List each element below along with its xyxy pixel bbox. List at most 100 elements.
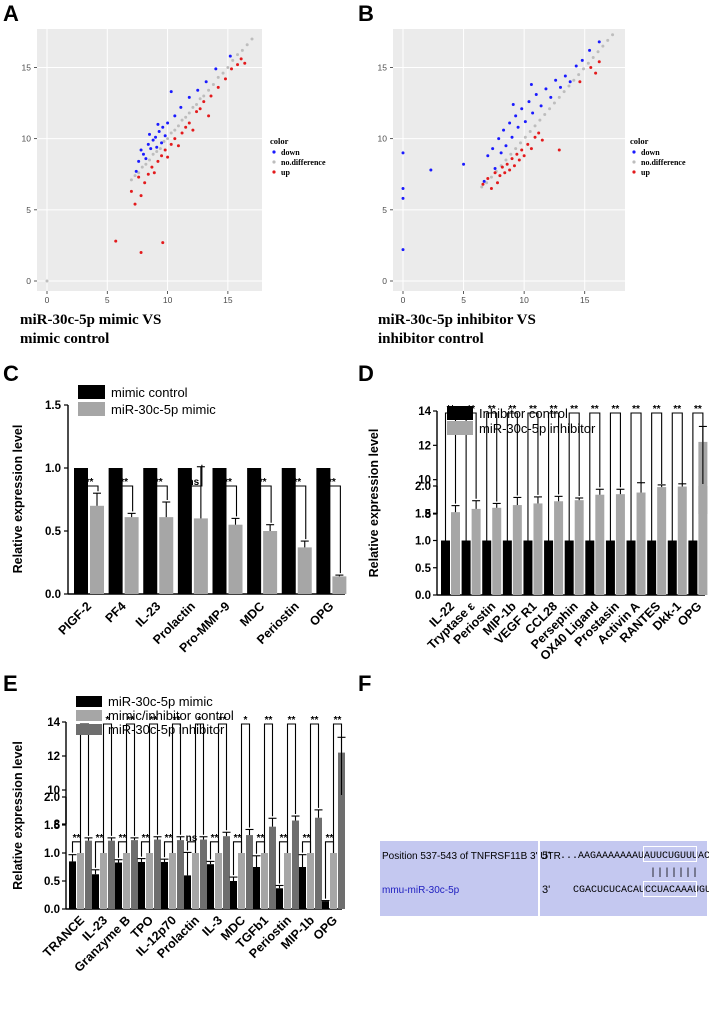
point-up xyxy=(520,148,524,152)
sig-bracket-inhib-E xyxy=(171,723,182,853)
point-no-difference xyxy=(548,107,552,111)
sig-bracket-inhib-E xyxy=(125,723,136,853)
point-down xyxy=(508,121,512,125)
point-no-difference xyxy=(148,158,151,162)
bar-E-s1 xyxy=(77,853,84,909)
bar-E-s1 xyxy=(146,853,153,909)
point-down xyxy=(179,105,183,109)
point-down xyxy=(401,196,405,200)
legend-swatch xyxy=(272,150,276,154)
legend-swatch xyxy=(272,160,276,164)
y-tick-label-D: 2.0 xyxy=(415,481,431,493)
point-no-difference xyxy=(198,97,202,101)
bar-E-s2 xyxy=(223,836,230,909)
point-down xyxy=(148,132,151,136)
bar-E-s0 xyxy=(69,861,76,909)
bar-E-s0 xyxy=(115,862,122,909)
bar-E-s2 xyxy=(131,840,138,909)
sig-label: ** xyxy=(303,833,311,844)
sig-label: ** xyxy=(224,477,232,488)
y-tick-label-D: 8 xyxy=(425,509,432,521)
bar-mimic-control xyxy=(143,468,158,594)
point-down xyxy=(558,85,562,89)
point-down xyxy=(504,144,508,148)
point-no-difference xyxy=(509,152,513,156)
legend-label: no.difference xyxy=(641,158,686,167)
legend-swatch-e3 xyxy=(76,724,102,735)
point-no-difference xyxy=(519,141,523,145)
point-no-difference xyxy=(162,139,166,143)
point-no-difference xyxy=(166,137,170,141)
point-up xyxy=(533,135,537,139)
point-up xyxy=(169,142,173,146)
bar-E-s0 xyxy=(161,861,168,909)
y-tick-label-D: 10 xyxy=(418,475,431,487)
sig-label: * xyxy=(106,715,110,726)
sig-label: ** xyxy=(155,477,163,488)
bar-D-s0 xyxy=(605,540,615,595)
bar-D-s0 xyxy=(441,540,450,595)
point-no-difference xyxy=(191,105,195,109)
point-up xyxy=(143,181,147,185)
bar-E-s0 xyxy=(276,888,283,909)
bar-E-s1 xyxy=(284,853,291,909)
seed-box-top xyxy=(643,846,697,862)
sig-label: ** xyxy=(632,404,640,415)
legend-label: down xyxy=(641,148,660,157)
point-up xyxy=(139,194,143,198)
y-axis-title: Relative expression level xyxy=(11,741,25,890)
y-tick-label-D: 0.0 xyxy=(415,590,431,602)
point-no-difference xyxy=(231,58,235,62)
x-category-label: MDC xyxy=(237,599,267,629)
bar-D-s0 xyxy=(482,540,492,595)
point-no-difference xyxy=(538,118,542,122)
bar-D-s1 xyxy=(554,501,564,595)
point-no-difference xyxy=(133,174,137,178)
y-tick-label-E: 14 xyxy=(47,717,60,729)
point-no-difference xyxy=(226,65,230,69)
point-no-difference xyxy=(250,37,254,41)
bar-D-s0 xyxy=(667,540,677,595)
sig-bracket-D xyxy=(506,412,518,541)
point-up xyxy=(209,94,213,98)
point-down xyxy=(499,151,503,155)
point-up xyxy=(500,165,504,169)
point-up xyxy=(557,148,561,152)
caption-b-line2: inhibitor control xyxy=(378,331,484,347)
legend-swatch xyxy=(632,170,636,174)
x-category-label: PIGF-2 xyxy=(56,599,94,637)
bar-mimic-control xyxy=(316,468,331,594)
sig-label: ** xyxy=(280,833,288,844)
bar-mimic xyxy=(332,576,347,594)
bar-E-s1 xyxy=(169,853,176,909)
x-tick-label: 5 xyxy=(105,295,110,305)
point-no-difference xyxy=(480,185,484,189)
bar-mimic xyxy=(90,505,104,594)
y-tick-label-E: 0.5 xyxy=(44,876,61,888)
point-no-difference xyxy=(187,111,191,115)
point-no-difference xyxy=(169,131,173,135)
bar-E-s2 xyxy=(246,835,253,909)
legend-label-c1: mimic control xyxy=(111,385,188,400)
sig-label: ** xyxy=(259,477,267,488)
bar-E-s2 xyxy=(200,839,207,909)
legend-title: color xyxy=(270,136,289,146)
bar-E-s2 xyxy=(108,840,115,909)
bar-D-s1 xyxy=(657,487,667,595)
bar-D-s1 xyxy=(615,494,625,595)
x-category-label: IL-23 xyxy=(133,599,164,630)
legend-label: no.difference xyxy=(281,158,326,167)
bar-E-s0 xyxy=(207,864,214,909)
point-up xyxy=(223,77,227,81)
bar-D-s0 xyxy=(544,540,554,595)
point-no-difference xyxy=(129,178,133,182)
point-up xyxy=(137,175,141,179)
point-no-difference xyxy=(180,118,184,122)
sig-label: ** xyxy=(488,404,496,415)
legend-label-e3: miR-30c-5p inhibitor xyxy=(108,722,225,737)
bar-D-s1 xyxy=(471,508,481,595)
sig-bracket-D xyxy=(486,412,498,541)
sig-bracket-inhib-E xyxy=(286,723,297,853)
sig-bracket-c xyxy=(322,468,341,574)
point-down xyxy=(146,142,150,146)
